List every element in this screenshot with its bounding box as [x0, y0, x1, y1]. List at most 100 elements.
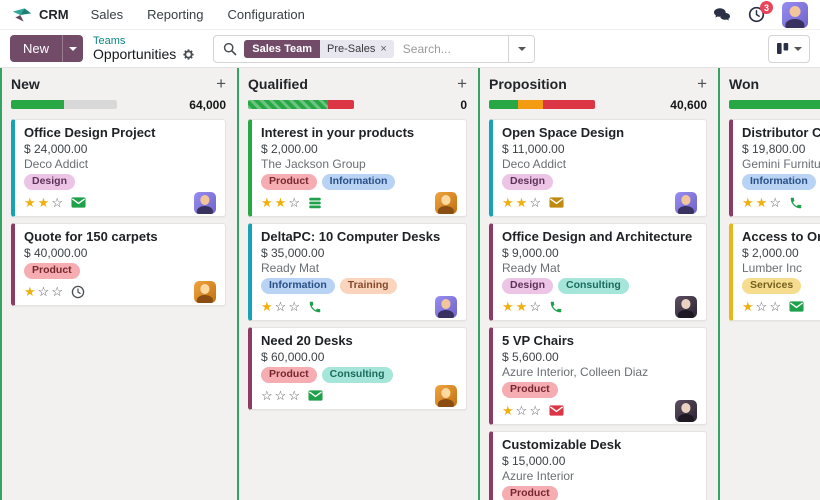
priority-star-icon[interactable]: ☆: [37, 284, 50, 299]
priority-star-icon[interactable]: ★: [502, 195, 514, 210]
priority-star-icon[interactable]: ☆: [288, 388, 300, 403]
card-title[interactable]: Quote for 150 carpets: [24, 229, 158, 244]
envelope-icon[interactable]: [789, 299, 804, 314]
card-title[interactable]: Interest in your products: [261, 125, 415, 140]
priority-star-icon[interactable]: ☆: [529, 195, 541, 210]
card-title[interactable]: Office Design Project: [24, 125, 156, 140]
opportunity-card[interactable]: Access to Online Catalog $ 2,000.00 Lumb…: [729, 223, 820, 321]
card-title[interactable]: Office Design and Architecture: [502, 229, 693, 244]
progress-segment[interactable]: [489, 100, 518, 109]
progress-segment[interactable]: [11, 100, 64, 109]
salesperson-avatar[interactable]: [675, 191, 697, 214]
priority-star-icon[interactable]: ★: [742, 195, 754, 210]
column-progressbar[interactable]: [248, 100, 354, 109]
progress-segment[interactable]: [517, 100, 544, 109]
progress-segment[interactable]: [248, 100, 328, 109]
progress-segment[interactable]: [543, 100, 595, 109]
card-title[interactable]: Open Space Design: [502, 125, 625, 140]
salesperson-avatar[interactable]: [435, 191, 457, 214]
clock-icon[interactable]: [71, 285, 85, 299]
menu-reporting[interactable]: Reporting: [147, 7, 204, 22]
breadcrumb-teams-link[interactable]: Teams: [93, 34, 126, 47]
app-name[interactable]: CRM: [39, 7, 69, 22]
salesperson-avatar[interactable]: [435, 384, 457, 407]
opportunity-card[interactable]: Office Design and Architecture $ 9,000.0…: [489, 223, 707, 321]
salesperson-avatar[interactable]: [194, 280, 216, 303]
add-record-button[interactable]: +: [216, 74, 226, 93]
messages-icon[interactable]: [713, 7, 731, 22]
priority-star-icon[interactable]: ☆: [274, 299, 287, 314]
opportunity-card[interactable]: Quote for 150 carpets $ 40,000.00 Produc…: [11, 223, 226, 306]
gear-icon[interactable]: [182, 48, 195, 61]
opportunity-card[interactable]: 5 VP Chairs $ 5,600.00 Azure Interior, C…: [489, 327, 707, 425]
priority-star-icon[interactable]: ★: [515, 299, 528, 314]
add-record-button[interactable]: +: [457, 74, 467, 93]
priority-star-icon[interactable]: ☆: [51, 195, 63, 210]
priority-star-icon[interactable]: ★: [261, 195, 273, 210]
priority-star-icon[interactable]: ☆: [261, 388, 273, 403]
priority-star-icon[interactable]: ★: [742, 299, 754, 314]
opportunity-card[interactable]: Need 20 Desks $ 60,000.00 Product Consult…: [248, 327, 467, 410]
card-title[interactable]: 5 VP Chairs: [502, 333, 575, 348]
search-facet[interactable]: Sales Team Pre-Sales ×: [244, 39, 394, 58]
phone-icon[interactable]: [789, 196, 803, 210]
envelope-icon[interactable]: [308, 388, 323, 403]
search-bar[interactable]: Sales Team Pre-Sales ×: [213, 34, 536, 63]
priority-star-icon[interactable]: ★: [755, 195, 768, 210]
column-progressbar[interactable]: [11, 100, 117, 109]
priority-star-icon[interactable]: ★: [261, 299, 273, 314]
progress-segment[interactable]: [327, 100, 354, 109]
opportunity-card[interactable]: Interest in your products $ 2,000.00 The…: [248, 119, 467, 217]
priority-star-icon[interactable]: ★: [274, 195, 287, 210]
opportunity-card[interactable]: DeltaPC: 10 Computer Desks $ 35,000.00 R…: [248, 223, 467, 321]
card-title[interactable]: Access to Online Catalog: [742, 229, 820, 244]
facet-remove-icon[interactable]: ×: [380, 42, 387, 55]
phone-icon[interactable]: [308, 300, 322, 314]
priority-star-icon[interactable]: ☆: [769, 299, 781, 314]
salesperson-avatar[interactable]: [194, 191, 216, 214]
priority-star-icon[interactable]: ★: [37, 195, 50, 210]
add-record-button[interactable]: +: [697, 74, 707, 93]
priority-star-icon[interactable]: ☆: [529, 403, 541, 418]
stack-icon[interactable]: [308, 196, 322, 210]
search-options-dropdown[interactable]: [508, 35, 535, 62]
column-progressbar[interactable]: [729, 100, 820, 109]
priority-star-icon[interactable]: ★: [24, 284, 36, 299]
salesperson-avatar[interactable]: [675, 295, 697, 318]
opportunity-card[interactable]: Customizable Desk $ 15,000.00 Azure Inte…: [489, 431, 707, 500]
menu-configuration[interactable]: Configuration: [227, 7, 305, 22]
priority-star-icon[interactable]: ★: [515, 195, 528, 210]
odoo-logo-icon[interactable]: [12, 7, 32, 23]
column-progressbar[interactable]: [489, 100, 595, 109]
opportunity-card[interactable]: Open Space Design $ 11,000.00 Deco Addic…: [489, 119, 707, 217]
priority-star-icon[interactable]: ★: [502, 299, 514, 314]
view-switcher-button[interactable]: [768, 34, 810, 63]
priority-star-icon[interactable]: ☆: [529, 299, 541, 314]
search-input[interactable]: [393, 41, 509, 56]
envelope-icon[interactable]: [549, 195, 564, 210]
priority-star-icon[interactable]: ☆: [288, 195, 300, 210]
priority-star-icon[interactable]: ☆: [515, 403, 528, 418]
priority-star-icon[interactable]: ☆: [769, 195, 781, 210]
salesperson-avatar[interactable]: [675, 399, 697, 422]
card-title[interactable]: Distributor Contract: [742, 125, 820, 140]
envelope-icon[interactable]: [71, 195, 86, 210]
envelope-icon[interactable]: [549, 403, 564, 418]
opportunity-card[interactable]: Office Design Project $ 24,000.00 Deco A…: [11, 119, 226, 217]
priority-star-icon[interactable]: ★: [502, 403, 514, 418]
new-button[interactable]: New: [10, 35, 63, 62]
priority-star-icon[interactable]: ☆: [755, 299, 768, 314]
priority-star-icon[interactable]: ☆: [51, 284, 63, 299]
new-dropdown-button[interactable]: [62, 35, 84, 62]
opportunity-card[interactable]: Distributor Contract $ 19,800.00 Gemini …: [729, 119, 820, 217]
priority-star-icon[interactable]: ☆: [274, 388, 287, 403]
phone-icon[interactable]: [549, 300, 563, 314]
priority-star-icon[interactable]: ☆: [288, 299, 300, 314]
user-avatar[interactable]: [782, 1, 808, 28]
card-title[interactable]: Customizable Desk: [502, 437, 622, 452]
progress-segment[interactable]: [729, 100, 820, 109]
activities-clock-icon[interactable]: 3: [748, 1, 773, 23]
menu-sales[interactable]: Sales: [90, 7, 124, 22]
progress-segment[interactable]: [64, 100, 117, 109]
salesperson-avatar[interactable]: [435, 295, 457, 318]
